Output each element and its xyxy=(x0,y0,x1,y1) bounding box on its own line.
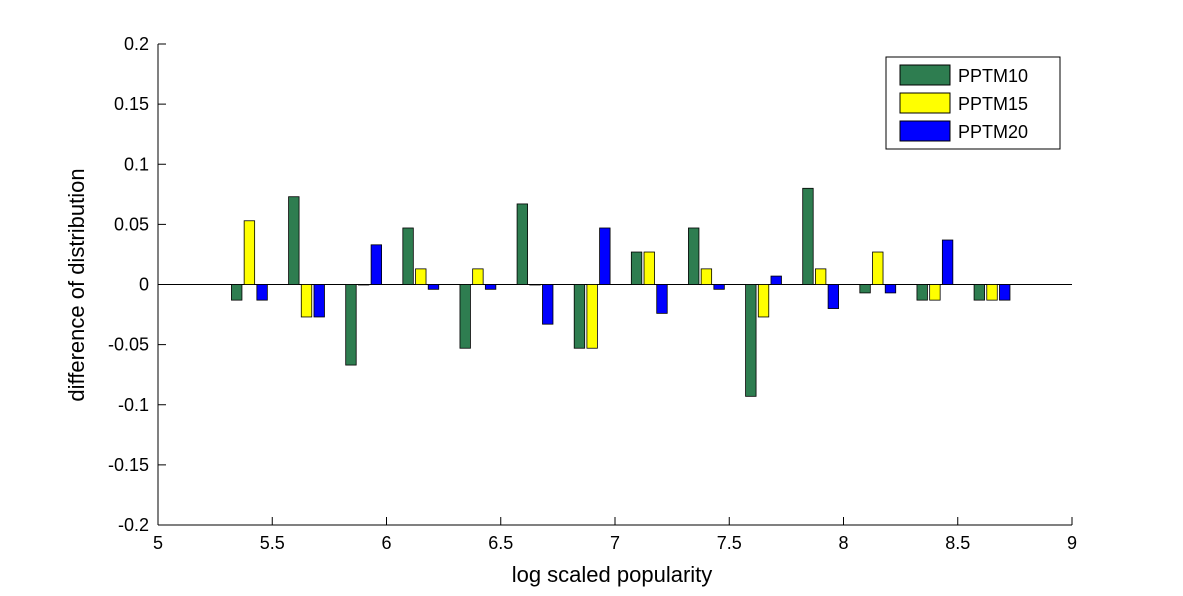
bar-pptm15-3 xyxy=(415,268,427,285)
bar-pptm10-8 xyxy=(688,227,700,285)
bar-pptm10-11 xyxy=(859,284,871,294)
bar-pptm20-13 xyxy=(999,284,1011,301)
y-tick-label: 0 xyxy=(139,275,149,295)
bar-pptm10-2 xyxy=(345,284,357,366)
bar-pptm20-4 xyxy=(484,284,497,290)
bar-pptm10-0 xyxy=(231,284,243,301)
y-tick-label: -0.2 xyxy=(118,515,149,535)
legend-swatch-pptm10 xyxy=(899,64,951,86)
x-tick-label: 8.5 xyxy=(945,533,970,553)
axes-group: 5 5.5 6 6.5 7 7.5 8 8.5 9 -0.2 -0.15 -0.1 -0.05 0 0.05… xyxy=(108,34,1077,553)
legend-label-pptm10: PPTM10 xyxy=(958,66,1028,86)
y-tick-label: -0.05 xyxy=(108,335,149,355)
bar-pptm10-4 xyxy=(459,284,471,349)
bar-pptm20-6 xyxy=(599,227,611,285)
y-tick-label: -0.15 xyxy=(108,455,149,475)
y-axis-label: difference of distribution xyxy=(64,168,89,401)
x-tick-label: 7 xyxy=(610,533,620,553)
x-tick-label: 9 xyxy=(1067,533,1077,553)
legend-swatch-pptm20 xyxy=(899,120,951,142)
y-tick-label: 0.2 xyxy=(124,34,149,54)
bar-pptm15-7 xyxy=(643,251,655,285)
bar-pptm10-9 xyxy=(745,284,757,397)
x-tick-label: 5 xyxy=(153,533,163,553)
bar-pptm15-10 xyxy=(815,268,827,285)
bar-pptm10-10 xyxy=(802,187,814,285)
x-tick-label: 6 xyxy=(381,533,391,553)
x-axis-label: log scaled popularity xyxy=(512,562,713,587)
bar-pptm10-1 xyxy=(288,196,300,285)
y-tick-label: 0.15 xyxy=(114,94,149,114)
bar-pptm10-5 xyxy=(516,203,528,285)
bar-pptm20-5 xyxy=(542,284,554,325)
bar-pptm15-4 xyxy=(472,268,484,285)
bar-pptm20-9 xyxy=(770,275,782,285)
bar-pptm15-2 xyxy=(357,284,370,286)
bar-pptm15-6 xyxy=(586,284,598,349)
bar-pptm10-13 xyxy=(973,284,985,301)
x-tick-label: 5.5 xyxy=(260,533,285,553)
bar-pptm20-7 xyxy=(656,284,668,314)
bar-pptm20-8 xyxy=(713,284,725,290)
bar-pptm20-10 xyxy=(827,284,839,309)
bar-pptm15-9 xyxy=(757,284,770,318)
bar-pptm10-6 xyxy=(573,284,586,349)
bar-pptm20-3 xyxy=(427,284,440,290)
x-tick-label: 8 xyxy=(838,533,848,553)
legend: PPTM10 PPTM15 PPTM20 xyxy=(885,56,1061,150)
bar-pptm10-7 xyxy=(630,251,643,285)
bar-pptm20-11 xyxy=(884,284,897,294)
legend-label-pptm15: PPTM15 xyxy=(958,94,1028,114)
legend-label-pptm20: PPTM20 xyxy=(958,122,1028,142)
y-tick-label: -0.1 xyxy=(118,395,149,415)
bar-pptm15-1 xyxy=(300,284,313,318)
bar-pptm20-2 xyxy=(370,244,383,285)
bar-pptm15-12 xyxy=(929,284,941,301)
bar-pptm15-5 xyxy=(529,284,541,286)
bar-pptm10-3 xyxy=(402,227,414,285)
bar-pptm15-0 xyxy=(243,220,256,285)
bar-pptm10-12 xyxy=(916,284,928,301)
x-tick-label: 7.5 xyxy=(717,533,742,553)
bar-pptm20-0 xyxy=(256,284,268,301)
bar-pptm15-13 xyxy=(986,284,998,301)
bar-pptm15-11 xyxy=(872,251,884,285)
bars-group xyxy=(231,187,1011,397)
legend-swatch-pptm15 xyxy=(899,92,951,114)
bar-pptm20-12 xyxy=(941,239,954,285)
bar-pptm20-1 xyxy=(313,284,325,318)
y-tick-label: 0.1 xyxy=(124,154,149,174)
y-tick-label: 0.05 xyxy=(114,214,149,234)
x-tick-label: 6.5 xyxy=(488,533,513,553)
bar-pptm15-8 xyxy=(700,268,713,285)
